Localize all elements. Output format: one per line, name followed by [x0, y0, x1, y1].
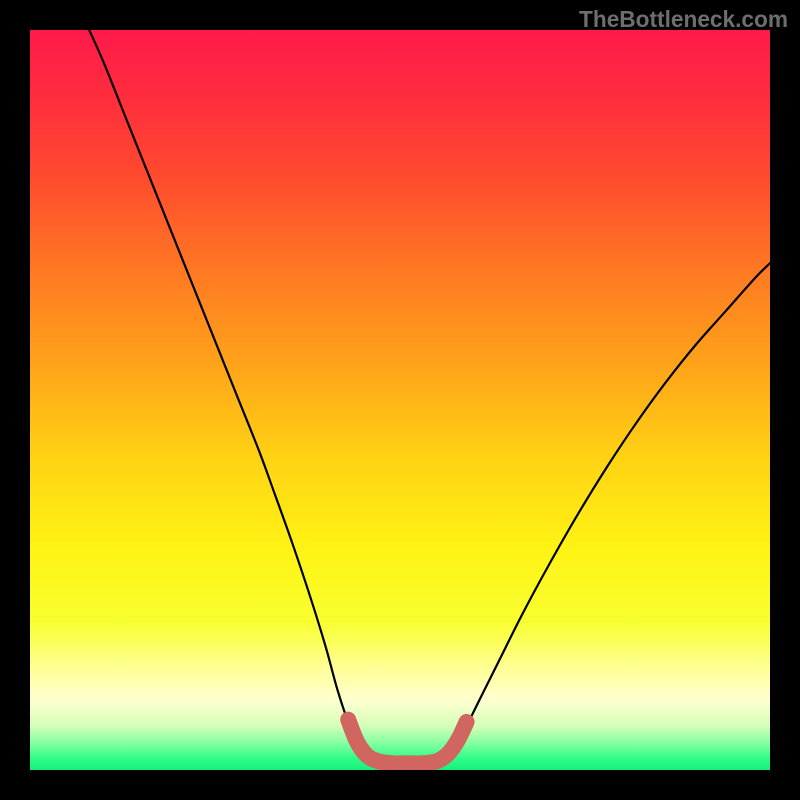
- highlight-segment: [348, 720, 466, 764]
- watermark-text: TheBottleneck.com: [579, 6, 788, 33]
- plot-area: [30, 30, 770, 770]
- chart-svg: [30, 30, 770, 770]
- chart-frame: TheBottleneck.com: [0, 0, 800, 800]
- bottleneck-curve: [89, 30, 770, 766]
